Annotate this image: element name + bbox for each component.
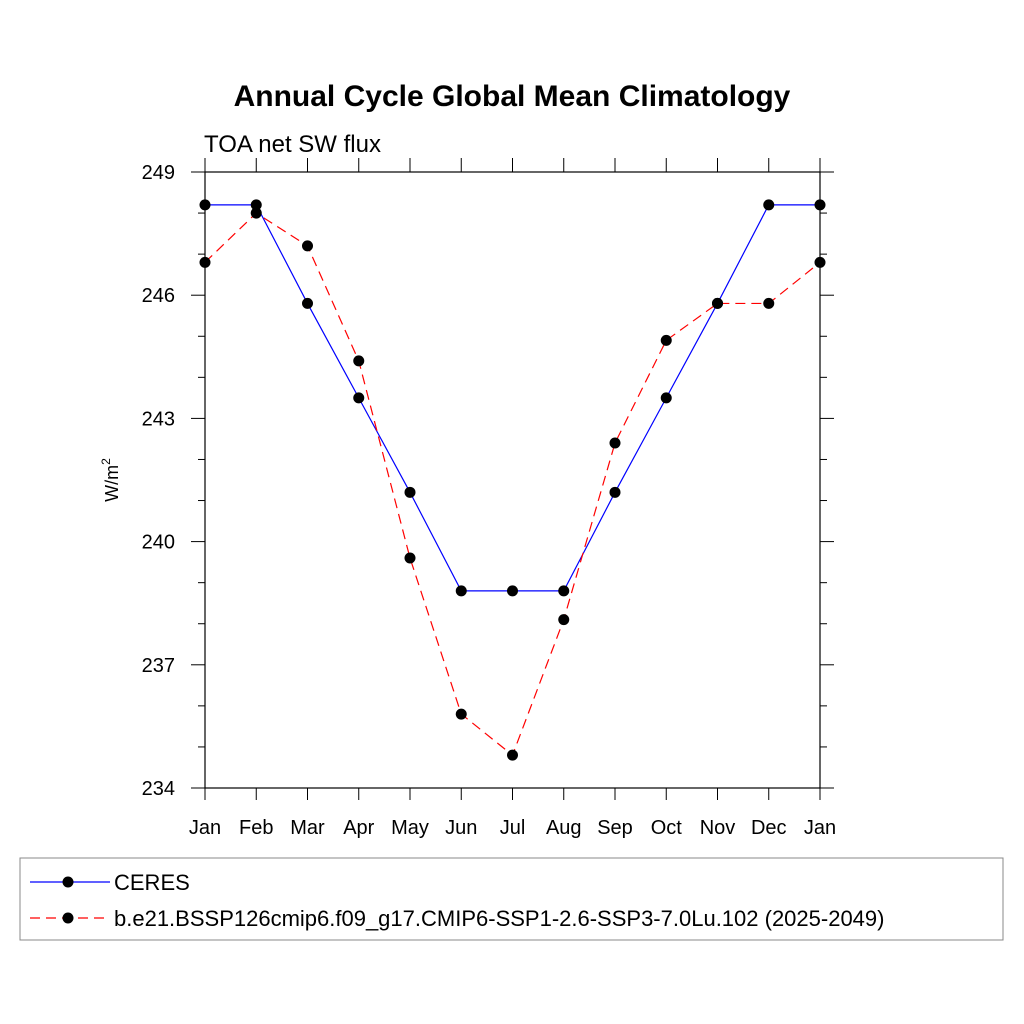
series-2-point xyxy=(763,297,775,309)
y-tick-label: 237 xyxy=(142,655,175,677)
legend-marker-2 xyxy=(62,912,74,924)
series-2-point xyxy=(712,297,723,309)
x-tick-label: Apr xyxy=(343,817,374,839)
x-tick-label: Aug xyxy=(546,817,582,839)
series-1-point xyxy=(814,199,826,211)
x-tick-label: Mar xyxy=(290,817,325,839)
series-2-point xyxy=(507,749,518,761)
series-2-point xyxy=(302,240,313,252)
series-2-point xyxy=(814,256,826,268)
legend-label-2: b.e21.BSSP126cmip6.f09_g17.CMIP6-SSP1-2.… xyxy=(114,906,884,931)
y-axis-label-exponent: 2 xyxy=(99,458,113,465)
x-tick-label: Jan xyxy=(189,817,221,839)
series-2-point xyxy=(558,614,570,626)
x-tick-label: Feb xyxy=(239,817,273,839)
x-tick-label: Sep xyxy=(597,817,633,839)
series-2-point xyxy=(199,256,211,268)
series-1-point xyxy=(199,199,211,211)
x-tick-label: Jul xyxy=(500,817,526,839)
series-1-point xyxy=(558,585,570,597)
series-1-point xyxy=(609,486,621,498)
legend-label-1: CERES xyxy=(114,870,190,895)
y-tick-label: 240 xyxy=(142,532,175,554)
series-2-point xyxy=(609,437,621,449)
y-tick-label: 246 xyxy=(142,285,175,307)
y-axis-label: W/m2 xyxy=(99,458,122,502)
series-2-point xyxy=(455,708,467,720)
legend-marker-1 xyxy=(62,876,74,888)
x-tick-label: May xyxy=(391,817,429,839)
y-axis-label-unit: W/m xyxy=(102,465,122,502)
series-2-point xyxy=(660,334,672,346)
series-1-point xyxy=(404,486,416,498)
series-2-point xyxy=(404,552,416,564)
x-tick-label: Oct xyxy=(651,817,683,839)
x-tick-label: Jun xyxy=(445,817,477,839)
chart-title: Annual Cycle Global Mean Climatology xyxy=(234,80,791,113)
series-1-point xyxy=(302,297,313,309)
plot-frame xyxy=(204,171,821,789)
y-tick-label: 234 xyxy=(142,778,175,800)
series-1-point xyxy=(353,392,365,404)
plot-area: Jan Feb Mar Apr May Jun Jul Aug Sep Oct Nov Dec Jan 2… xyxy=(142,158,836,839)
series-2-point xyxy=(250,207,262,219)
y-tick-label: 249 xyxy=(142,162,175,184)
x-tick-label: Dec xyxy=(751,817,787,839)
y-tick-label: 243 xyxy=(142,408,175,430)
legend-box xyxy=(19,857,1004,941)
series-1-point xyxy=(455,585,467,597)
series-line-1 xyxy=(205,204,820,592)
legend: CERES b.e21.BSSP126cmip6.f09_g17.CMIP6-SS… xyxy=(19,857,1004,941)
series-1-point xyxy=(507,585,518,597)
series-1-point xyxy=(660,392,672,404)
x-tick-label: Nov xyxy=(700,817,736,839)
series-1-point xyxy=(763,199,775,211)
chart-subtitle: TOA net SW flux xyxy=(204,131,381,158)
series-2-point xyxy=(353,355,365,367)
series-1-point xyxy=(250,199,262,211)
series-line-2 xyxy=(204,212,821,757)
x-tick-label: Jan xyxy=(804,817,836,839)
